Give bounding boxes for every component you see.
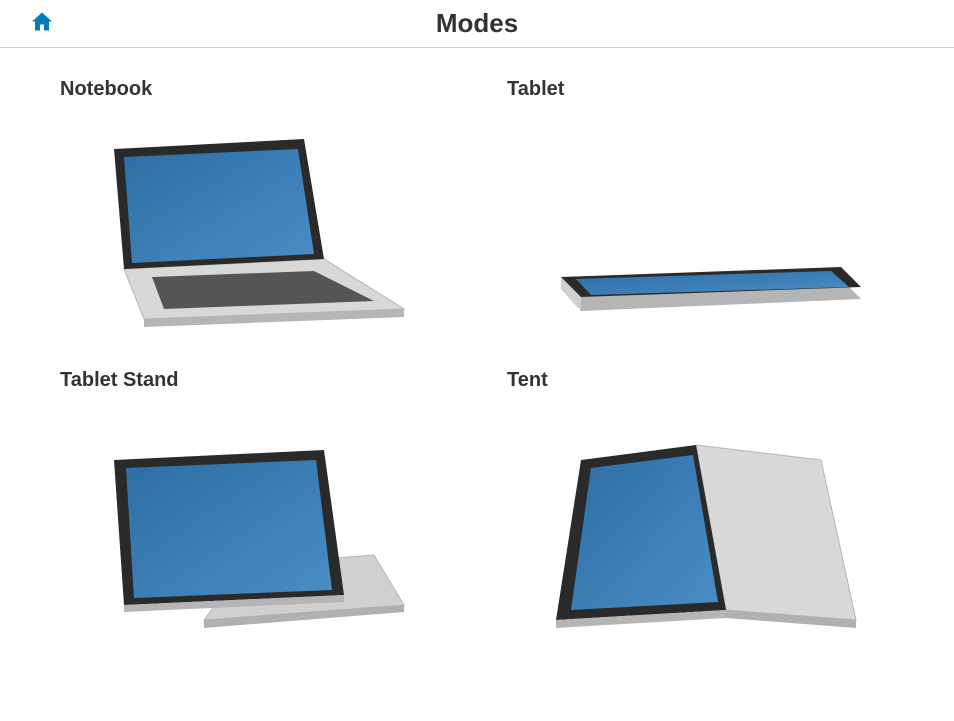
mode-label: Notebook	[60, 78, 447, 101]
page-header: Modes	[0, 0, 954, 48]
tablet-illustration	[507, 119, 894, 349]
page-title: Modes	[20, 8, 934, 39]
mode-label: Tablet Stand	[60, 369, 447, 392]
home-icon[interactable]	[30, 10, 54, 37]
mode-tablet-stand: Tablet Stand	[60, 369, 447, 640]
tent-illustration	[507, 410, 894, 640]
mode-tablet: Tablet	[507, 78, 894, 349]
mode-label: Tablet	[507, 78, 894, 101]
notebook-illustration	[60, 119, 447, 349]
tablet-stand-illustration	[60, 410, 447, 640]
modes-grid: Notebook Tablet	[0, 48, 954, 640]
mode-notebook: Notebook	[60, 78, 447, 349]
mode-label: Tent	[507, 369, 894, 392]
mode-tent: Tent	[507, 369, 894, 640]
